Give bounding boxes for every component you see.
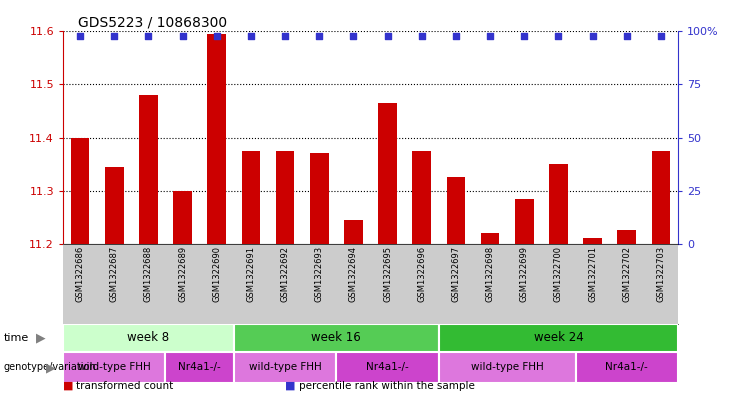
Text: GSM1322694: GSM1322694: [349, 246, 358, 302]
Point: [382, 33, 393, 39]
Text: GSM1322692: GSM1322692: [281, 246, 290, 302]
Text: GSM1322697: GSM1322697: [451, 246, 460, 302]
Bar: [310, 153, 329, 244]
Bar: [70, 138, 90, 244]
Bar: [234, 324, 439, 352]
Text: wild-type FHH: wild-type FHH: [249, 362, 322, 373]
Bar: [63, 324, 234, 352]
Bar: [234, 352, 336, 383]
Point: [210, 33, 222, 39]
Bar: [412, 151, 431, 244]
Bar: [344, 220, 363, 244]
Bar: [276, 151, 294, 244]
Text: percentile rank within the sample: percentile rank within the sample: [299, 381, 474, 391]
Text: ▶: ▶: [46, 361, 56, 374]
Point: [74, 33, 86, 39]
Text: time: time: [4, 333, 29, 343]
Bar: [378, 103, 397, 244]
Bar: [583, 238, 602, 244]
Bar: [104, 167, 124, 244]
Text: GSM1322698: GSM1322698: [485, 246, 494, 302]
Text: wild-type FHH: wild-type FHH: [471, 362, 544, 373]
Point: [484, 33, 496, 39]
Bar: [336, 352, 439, 383]
Bar: [207, 34, 226, 244]
Bar: [439, 352, 576, 383]
Point: [518, 33, 530, 39]
Text: ▶: ▶: [36, 331, 45, 345]
Text: GSM1322690: GSM1322690: [212, 246, 222, 302]
Text: Nr4a1-/-: Nr4a1-/-: [605, 362, 648, 373]
Text: GSM1322703: GSM1322703: [657, 246, 665, 302]
Bar: [242, 151, 260, 244]
Bar: [651, 151, 671, 244]
Point: [279, 33, 291, 39]
Bar: [63, 352, 165, 383]
Text: ■: ■: [285, 381, 296, 391]
Point: [176, 33, 188, 39]
Point: [108, 33, 120, 39]
Point: [416, 33, 428, 39]
Text: wild-type FHH: wild-type FHH: [78, 362, 150, 373]
Text: GSM1322701: GSM1322701: [588, 246, 597, 302]
Bar: [515, 198, 534, 244]
Text: GSM1322699: GSM1322699: [519, 246, 529, 302]
Text: GSM1322689: GSM1322689: [178, 246, 187, 302]
Point: [621, 33, 633, 39]
Point: [245, 33, 257, 39]
Text: GSM1322696: GSM1322696: [417, 246, 426, 302]
Text: GSM1322686: GSM1322686: [76, 246, 84, 302]
Text: GSM1322700: GSM1322700: [554, 246, 563, 302]
Point: [655, 33, 667, 39]
Text: Nr4a1-/-: Nr4a1-/-: [179, 362, 221, 373]
Bar: [447, 177, 465, 244]
Text: Nr4a1-/-: Nr4a1-/-: [366, 362, 409, 373]
Text: week 8: week 8: [127, 331, 170, 345]
Text: transformed count: transformed count: [76, 381, 173, 391]
Text: GSM1322688: GSM1322688: [144, 246, 153, 302]
Text: ■: ■: [63, 381, 73, 391]
Bar: [549, 164, 568, 244]
Bar: [173, 191, 192, 244]
Bar: [617, 230, 637, 244]
Text: week 16: week 16: [311, 331, 361, 345]
Text: genotype/variation: genotype/variation: [4, 362, 96, 373]
Bar: [576, 352, 678, 383]
Bar: [481, 233, 499, 244]
Point: [142, 33, 154, 39]
Text: GSM1322702: GSM1322702: [622, 246, 631, 302]
Point: [553, 33, 565, 39]
Text: GSM1322695: GSM1322695: [383, 246, 392, 302]
Text: week 24: week 24: [534, 331, 583, 345]
Text: GDS5223 / 10868300: GDS5223 / 10868300: [78, 16, 227, 30]
Point: [587, 33, 599, 39]
Bar: [139, 95, 158, 244]
Point: [348, 33, 359, 39]
Point: [313, 33, 325, 39]
Text: GSM1322691: GSM1322691: [247, 246, 256, 302]
Bar: [439, 324, 678, 352]
Text: GSM1322693: GSM1322693: [315, 246, 324, 302]
Bar: [165, 352, 234, 383]
Text: GSM1322687: GSM1322687: [110, 246, 119, 302]
Point: [450, 33, 462, 39]
